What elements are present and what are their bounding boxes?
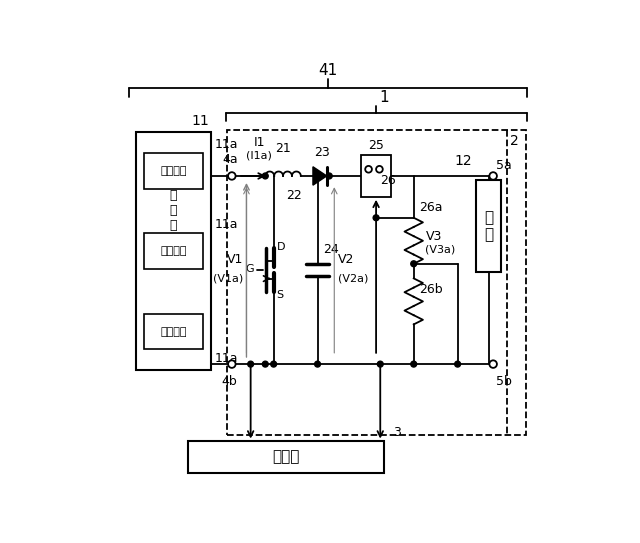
Circle shape [373,215,379,220]
Text: D: D [276,242,285,252]
Bar [144,314,203,350]
Circle shape [326,173,332,179]
Circle shape [411,361,417,367]
Text: 41: 41 [318,62,338,78]
Text: 熱電素子: 熱電素子 [160,327,186,337]
Circle shape [376,166,383,173]
Text: 11a: 11a [215,351,239,364]
Text: 4a: 4a [222,153,237,166]
Bar [136,132,211,370]
Circle shape [315,173,321,179]
Circle shape [228,361,236,368]
Text: 11: 11 [191,114,209,128]
Text: 2: 2 [510,134,518,148]
Circle shape [365,166,372,173]
Text: 3: 3 [393,426,401,439]
Text: 処理部: 処理部 [273,450,300,465]
Text: 26b: 26b [419,282,442,295]
Circle shape [262,173,268,179]
Text: V1: V1 [227,253,243,266]
Text: (V1a): (V1a) [213,273,243,283]
Circle shape [315,361,321,367]
Text: 5b: 5b [495,375,511,388]
Text: S: S [276,290,284,300]
Bar [144,153,203,188]
Text: 26: 26 [380,174,396,187]
Text: 26a: 26a [419,200,442,213]
Text: I1: I1 [253,136,265,149]
Circle shape [411,261,417,267]
Text: 負
荷: 負 荷 [484,210,493,242]
Text: 21: 21 [275,142,291,155]
Bar [476,180,500,272]
Circle shape [248,361,253,367]
Text: 5a: 5a [495,159,511,172]
Text: (I1a): (I1a) [246,150,272,160]
Text: 4b: 4b [222,375,237,388]
Text: G: G [245,264,253,274]
Circle shape [490,361,497,368]
Text: V3: V3 [426,230,442,243]
Text: 11a: 11a [215,138,239,151]
Text: 熱電素子: 熱電素子 [160,166,186,176]
Text: 24: 24 [323,243,339,256]
Text: 25: 25 [368,138,384,151]
Text: (V3a): (V3a) [426,244,456,254]
Text: V2: V2 [338,253,354,266]
Bar [188,441,385,473]
Circle shape [490,172,497,180]
Circle shape [228,172,236,180]
Circle shape [378,361,383,367]
Bar [361,155,391,197]
Text: 熱電素子: 熱電素子 [160,246,186,256]
Circle shape [271,361,276,367]
Text: 23: 23 [314,146,330,159]
Text: 22: 22 [286,188,302,201]
Circle shape [314,173,320,179]
Polygon shape [313,167,327,185]
Circle shape [262,361,268,367]
Bar [227,130,526,435]
Circle shape [454,361,461,367]
Text: (V2a): (V2a) [338,273,368,283]
Text: ・
・
・: ・ ・ ・ [170,190,177,232]
Text: 11a: 11a [215,218,239,231]
Text: 12: 12 [454,154,472,168]
Bar [144,233,203,269]
Text: 1: 1 [380,90,389,105]
